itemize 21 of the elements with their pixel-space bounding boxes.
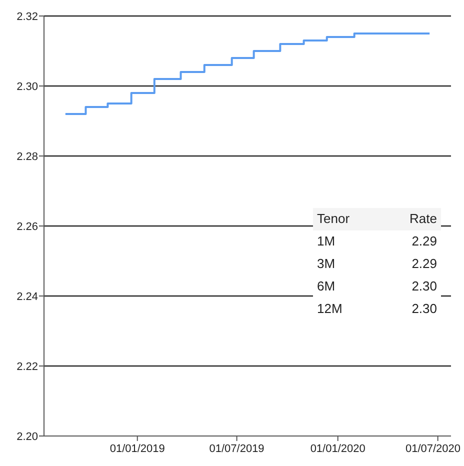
x-tick-label: 01/01/2019 [110,443,165,455]
annotation: 2.29 [412,256,437,271]
annotation: 2.29 [412,234,437,248]
annotation: 3M [317,256,336,271]
annotation: 12M [317,301,342,316]
annotation: Tenor [317,211,350,226]
y-tick-label: 2.28 [16,150,38,163]
x-tick-label: 01/07/2020 [405,443,461,455]
y-tick-label: 2.20 [16,430,38,443]
x-tick-label: 01/07/2019 [209,443,264,455]
x-tick-label: 01/01/2020 [310,443,366,455]
y-tick-label: 2.22 [16,360,38,373]
annotation: 2.30 [412,278,437,294]
annotation: 1M [317,234,336,248]
annotation: 6M [317,278,336,294]
annotation: 2.30 [412,301,437,316]
y-tick-label: 2.30 [16,80,38,93]
y-tick-label: 2.24 [16,290,38,303]
y-tick-label: 2.26 [16,220,38,233]
y-tick-label: 2.32 [16,10,38,23]
annotation: Rate [410,211,437,226]
